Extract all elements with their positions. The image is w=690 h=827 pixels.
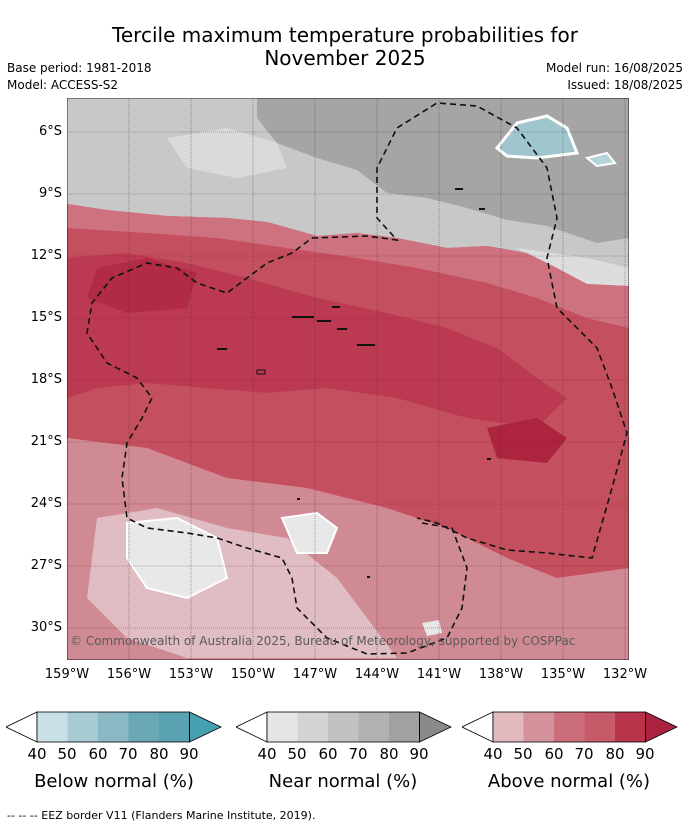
model-label: Model: ACCESS-S2 bbox=[7, 78, 119, 92]
lat-label: 12°S bbox=[30, 248, 62, 263]
cbar-tick: 50 bbox=[57, 745, 77, 763]
cbar-tick: 70 bbox=[574, 745, 594, 763]
lon-label: 159°W bbox=[44, 667, 90, 682]
cbar-tick: 70 bbox=[118, 745, 138, 763]
colorbar-swatch bbox=[328, 712, 359, 742]
cbar-title-above: Above normal (%) bbox=[487, 771, 651, 792]
colorbar-swatch bbox=[267, 712, 298, 742]
meta-left: Base period: 1981-2018 Model: ACCESS-S2 bbox=[7, 60, 152, 94]
cbar-tick: 80 bbox=[149, 745, 169, 763]
probability-map bbox=[67, 98, 629, 660]
cbar-tick: 60 bbox=[88, 745, 108, 763]
cbar-tick: 80 bbox=[605, 745, 625, 763]
lat-label: 21°S bbox=[30, 434, 62, 449]
lon-label: 138°W bbox=[478, 667, 524, 682]
cbar-tick: 90 bbox=[179, 745, 199, 763]
colorbar-above-normal bbox=[462, 711, 678, 743]
lat-label: 30°S bbox=[30, 620, 62, 635]
lat-label: 24°S bbox=[30, 496, 62, 511]
lon-label: 147°W bbox=[292, 667, 338, 682]
cbar-tick: 50 bbox=[287, 745, 307, 763]
lon-label: 135°W bbox=[540, 667, 586, 682]
colorbar-near-normal bbox=[236, 711, 452, 743]
colorbar-swatch bbox=[67, 712, 98, 742]
colorbar-swatch bbox=[128, 712, 159, 742]
cbar-tick: 80 bbox=[379, 745, 399, 763]
issued-label: Issued: 18/08/2025 bbox=[567, 78, 683, 92]
lat-label: 18°S bbox=[30, 372, 62, 387]
lon-label: 153°W bbox=[168, 667, 214, 682]
colorbar-swatch bbox=[584, 712, 615, 742]
colorbar-swatch bbox=[37, 712, 68, 742]
title-line-1: Tercile maximum temperature probabilitie… bbox=[112, 23, 578, 47]
cbar-tick: 70 bbox=[348, 745, 368, 763]
cbar-tick: 40 bbox=[27, 745, 47, 763]
eez-footnote: -- -- -- EEZ border V11 (Flanders Marine… bbox=[7, 809, 316, 822]
colorbar-swatch bbox=[358, 712, 389, 742]
colorbar-swatch bbox=[554, 712, 585, 742]
colorbar-swatch bbox=[389, 712, 420, 742]
cbar-tick: 60 bbox=[544, 745, 564, 763]
cbar-title-near: Near normal (%) bbox=[268, 771, 418, 792]
lon-label: 150°W bbox=[230, 667, 276, 682]
lon-label: 156°W bbox=[106, 667, 152, 682]
lon-label: 144°W bbox=[354, 667, 400, 682]
cbar-tick: 90 bbox=[409, 745, 429, 763]
meta-right: Model run: 16/08/2025 Issued: 18/08/2025 bbox=[546, 60, 683, 94]
colorbar-swatch bbox=[493, 712, 524, 742]
cbar-tick: 50 bbox=[513, 745, 533, 763]
lon-label: 141°W bbox=[416, 667, 462, 682]
lat-label: 15°S bbox=[30, 310, 62, 325]
colorbar-swatch bbox=[159, 712, 190, 742]
lat-label: 9°S bbox=[38, 186, 62, 201]
colorbar-swatch bbox=[615, 712, 646, 742]
cbar-tick: 60 bbox=[318, 745, 338, 763]
model-run-label: Model run: 16/08/2025 bbox=[545, 61, 683, 75]
base-period-label: Base period: 1981-2018 bbox=[7, 61, 152, 75]
colorbar-swatch bbox=[523, 712, 554, 742]
cbar-tick: 40 bbox=[483, 745, 503, 763]
cbar-tick: 40 bbox=[257, 745, 277, 763]
lon-label: 132°W bbox=[602, 667, 648, 682]
colorbar-swatch bbox=[98, 712, 129, 742]
cbar-tick: 90 bbox=[635, 745, 655, 763]
title-line-2: November 2025 bbox=[264, 46, 426, 70]
colorbar-below-normal bbox=[6, 711, 222, 743]
colorbar-swatch bbox=[297, 712, 328, 742]
map-title: Tercile maximum temperature probabilitie… bbox=[0, 24, 690, 70]
lat-label: 6°S bbox=[38, 124, 62, 139]
copyright-notice: © Commonwealth of Australia 2025, Bureau… bbox=[70, 634, 576, 648]
lat-label: 27°S bbox=[30, 558, 62, 573]
cbar-title-below: Below normal (%) bbox=[34, 771, 194, 792]
